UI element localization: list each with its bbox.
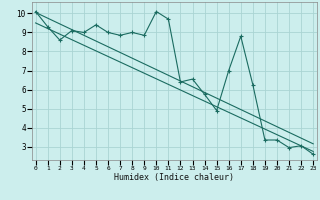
X-axis label: Humidex (Indice chaleur): Humidex (Indice chaleur) [115, 173, 234, 182]
